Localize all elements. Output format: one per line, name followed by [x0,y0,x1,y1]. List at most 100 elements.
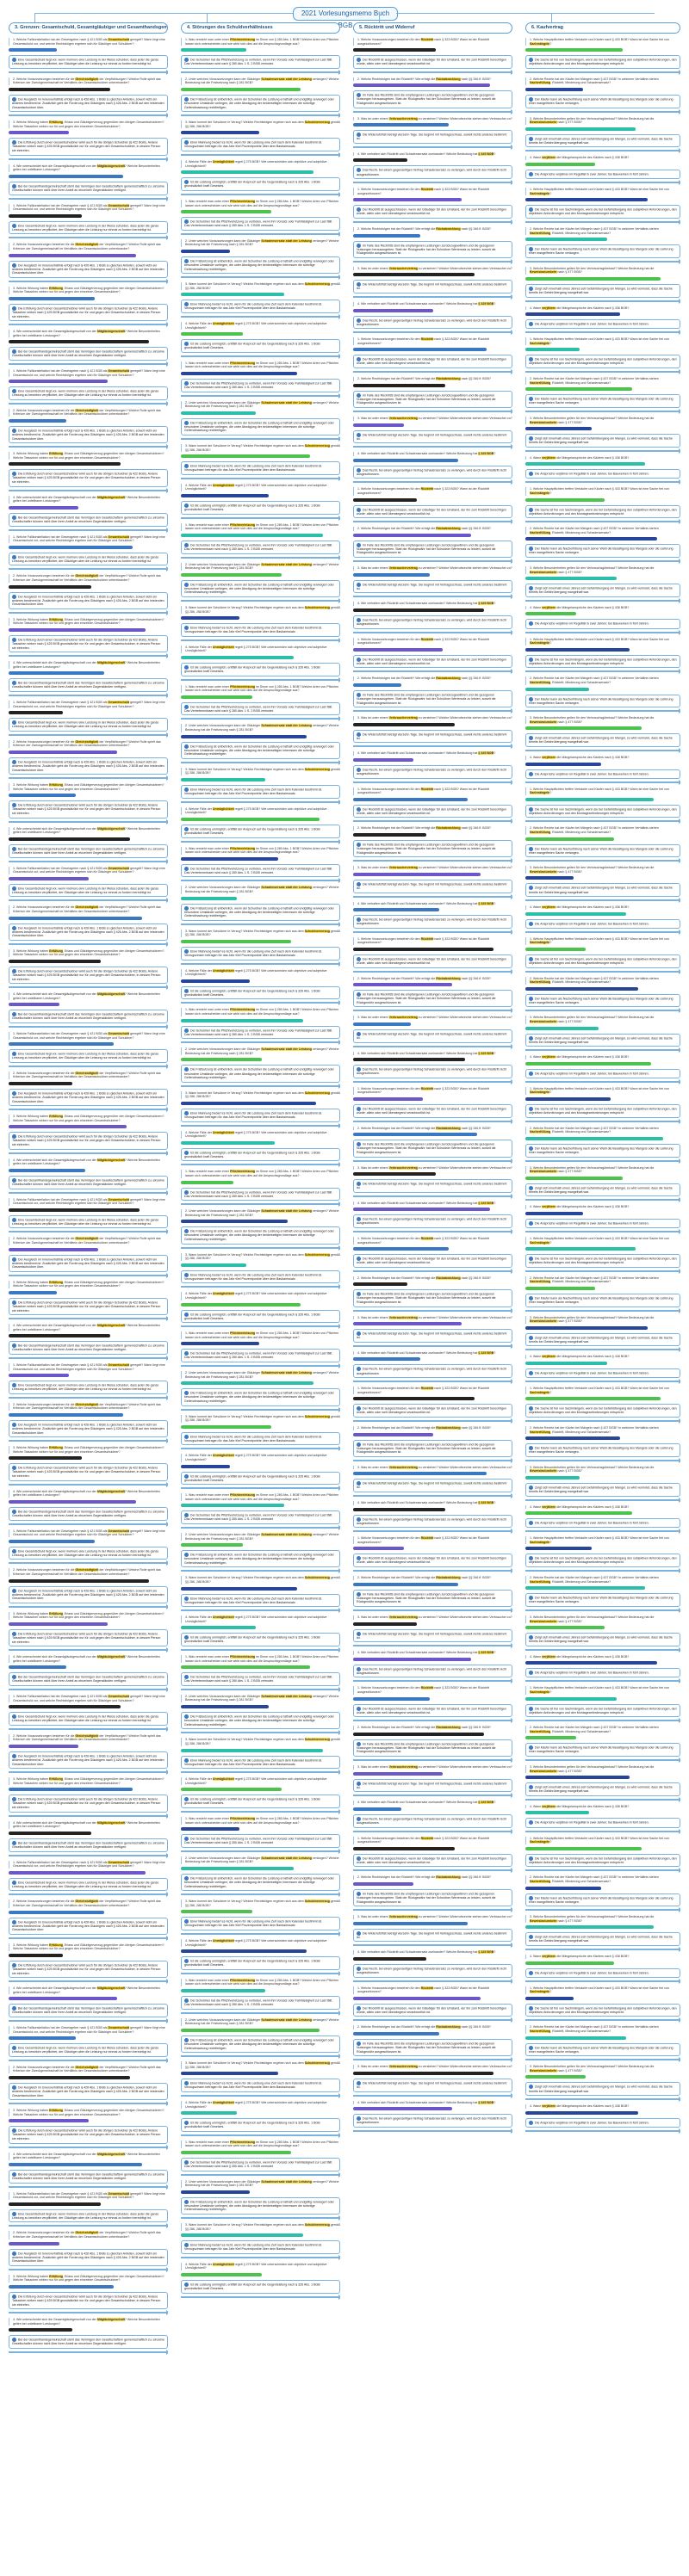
arrow-connector [525,597,680,603]
arrow-connector [9,1935,168,1941]
highlighted-term: vierzehn Tage [397,133,418,137]
highlighted-term: Gesamthandsgemeinschaft [28,1841,67,1845]
bullet-icon [12,1217,16,1222]
highlighted-term: ausgeschlossen [384,1257,407,1261]
highlighted-term: § 422 BGB [130,1963,146,1968]
section-marker [525,1925,655,1930]
highlighted-term: Gleichstufigkeit [75,574,99,578]
column-heading: 3. Grenzen: Gesamtschuld, Gesamtgläubige… [9,22,168,34]
answer-card: Im Falle des Rücktritts sind die empfang… [353,1888,512,1907]
arrow-connector [525,1607,680,1613]
bullet-icon [12,1962,16,1968]
bullet-icon [529,472,533,477]
highlighted-term: Leistung [85,1881,97,1885]
question-text: 1. Welche Voraussetzungen bestehen für d… [353,1086,512,1096]
bullet-icon [12,515,16,520]
answer-card: Der Schuldner hat die Pflichtverletzung … [181,55,340,69]
bullet-icon [529,1635,533,1640]
bullet-icon [184,420,189,425]
highlighted-term: Schadensersatz statt der Leistung [261,2179,312,2184]
answer-card: Die Fristsetzung ist entbehrlich, wenn d… [181,1226,340,1245]
highlighted-term: Verbrauchervertrag [388,266,418,270]
question-text: 3. Was ist unter einem Verbrauchervertra… [353,116,512,121]
section-marker [353,348,487,352]
highlighted-term: Schadensersatz statt der Leistung [261,886,312,890]
answer-card: Das Recht, bei einem gegenseitigen Vertr… [353,1065,512,1078]
section-marker [9,959,102,963]
bullet-icon [529,172,533,177]
highlighted-term: nicht ausgeschlossen [357,1667,507,1675]
answer-card: Eine Gesamtschuld liegt vor, wenn mehrer… [9,220,168,235]
highlighted-term: nicht ausgeschlossen [357,768,507,776]
question-text: 3. Was ist unter einem Verbrauchervertra… [353,1465,512,1470]
bullet-icon [357,392,361,398]
question-text: 2. Welche Rechtsfolgen hat der Rücktritt… [353,527,512,531]
answer-card: Der Ausgleich im Innenverhältnis erfolgt… [9,260,168,278]
arrow-connector [9,1063,168,1069]
bullet-icon [529,1671,533,1676]
highlighted-term: ausgeschlossen [384,1107,407,1111]
section-marker [181,1424,272,1429]
answer-card: Die Widerrufsfrist beträgt vierzehn Tage… [353,1778,512,1793]
bullet-icon [529,771,533,776]
answer-card: Die Sache ist frei von Sachmängeln, wenn… [525,55,680,69]
section-marker [353,2107,452,2111]
arrow-connector [181,191,340,197]
answer-card: Die Erfüllung durch einen Gesamtschuldne… [9,634,168,653]
section-marker [525,312,620,317]
bullet-icon [529,1185,533,1190]
highlighted-term: § 325 BGB [478,901,494,905]
highlighted-term: Rückabwicklung [436,77,461,81]
highlighted-term: § 325 BGB [478,1051,494,1055]
question-text: 3. Welche Besonderheiten gelten für den … [525,866,680,874]
arrow-connector [9,1603,168,1609]
highlighted-term: Schuldnerverzug [304,444,330,448]
highlighted-term: Gefahrübergang [603,1257,627,1261]
answer-card: Der Käufer kann als Nacherfüllung nach s… [525,394,680,408]
question-text: 1. Welche Hauptpflichten treffen Verkäuf… [525,787,680,795]
question-text: 2. Welche Rechte hat der Käufer bei Mäng… [525,1425,680,1435]
highlighted-term: § 325 BGB [478,151,494,156]
section-marker [353,273,475,277]
arrow-connector [9,653,168,659]
bullet-icon [12,2085,16,2091]
highlighted-term: Gesamtschuld [108,38,130,41]
answer-card: Der Rücktritt ist ausgeschlossen, wenn d… [353,1254,512,1268]
bullet-icon [184,1998,189,2004]
question-text: 1. Welche Voraussetzungen bestehen für d… [353,1237,512,1245]
answer-card: Bei der Gesamthandsgemeinschaft steht da… [9,1672,168,1686]
bullet-icon [184,2243,189,2248]
answer-card: Ist die Leistung unmöglich, entfällt der… [181,1147,340,1162]
answer-card: Ist die Leistung unmöglich, entfällt der… [181,1956,340,1970]
section-marker [353,383,446,387]
answer-card: Im Falle des Rücktritts sind die empfang… [353,1439,512,1457]
highlighted-term: Innenverhältnis [41,1091,64,1096]
section-marker [181,1058,263,1062]
question-text: 4. Wie unterscheidet sich die Gesamtgläu… [9,2318,168,2326]
answer-card: Bei der Gesamthandsgemeinschaft steht da… [9,1341,168,1355]
answer-card: Der Ausgleich im Innenverhältnis erfolgt… [9,1089,168,1107]
question-text: 1. Welche Voraussetzungen bestehen für d… [353,1836,512,1844]
arrow-connector [9,732,168,738]
bullet-icon [184,1757,189,1763]
section-marker [353,1622,417,1626]
arrow-connector [353,144,512,150]
section-marker [181,979,250,983]
answer-card: Einer Mahnung bedarf es nicht, wenn für … [181,300,340,313]
arrow-connector [9,1560,168,1566]
arrow-connector [181,1647,340,1653]
bullet-icon [184,1272,189,1277]
bullet-icon [529,586,533,591]
bullet-icon [12,2338,16,2343]
question-text: 3. Welche Besonderheiten gelten für den … [525,266,680,275]
question-text: 3. Welche Besonderheiten gelten für den … [525,1315,680,1324]
arrow-connector [525,1718,680,1724]
answer-card: Der Rücktritt ist ausgeschlossen, wenn d… [353,355,512,369]
answer-card: Zeigt sich innerhalb eines Jahres seit G… [525,1183,680,1197]
highlighted-term: Mahnung [198,140,212,145]
question-text: 1. Welche Fallkonstellation hat der Gese… [9,1695,168,1703]
answer-card: Die Sache ist frei von Sachmängeln, wenn… [525,1254,680,1268]
section-marker [181,494,269,498]
question-text: 2. Unter welchen Voraussetzungen kann de… [181,724,340,732]
question-text: 1. Was versteht man unter einer Pflichtv… [181,1816,340,1825]
